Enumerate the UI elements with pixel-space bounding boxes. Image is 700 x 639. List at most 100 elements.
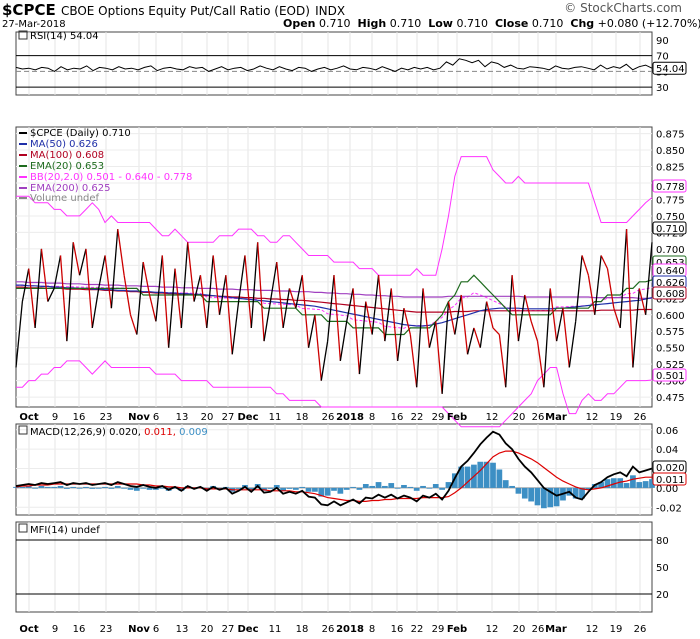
- x-axis-label-bottom: 12: [486, 624, 499, 635]
- macd-histogram-bar: [604, 479, 611, 488]
- signal-value-tag: 0.011: [656, 475, 685, 486]
- price-segment: [594, 255, 602, 315]
- price-tick-label: 0.700: [656, 245, 685, 256]
- macd-histogram-bar: [528, 487, 535, 502]
- price-legend-ma100: MA(100) 0.608: [30, 150, 104, 161]
- macd-histogram-bar: [547, 487, 554, 508]
- price-legend-price: $CPCE (Daily) 0.710: [30, 128, 131, 139]
- macd-histogram-bar: [172, 487, 178, 489]
- price-segment: [365, 301, 373, 335]
- price-segment: [314, 314, 322, 381]
- x-axis-label-bottom: 9: [52, 624, 58, 635]
- x-axis-label: 2018: [336, 412, 364, 423]
- price-segment: [568, 321, 577, 368]
- price-segment: [193, 275, 202, 302]
- open-value: 0.710: [319, 17, 351, 30]
- macd-histogram-bar: [630, 475, 636, 488]
- price-segment: [250, 242, 259, 328]
- macd-histogram-bar: [464, 466, 471, 488]
- macd-histogram-bar: [541, 487, 547, 509]
- price-segment: [447, 301, 456, 335]
- x-axis-label: Nov: [128, 412, 150, 423]
- macd-histogram-bar: [636, 482, 643, 488]
- price-segment: [180, 242, 189, 328]
- security-name: CBOE Options Equity Put/Call Ratio (EOD): [60, 4, 310, 18]
- macd-histogram-bar: [598, 482, 604, 488]
- macd-histogram-bar: [153, 487, 159, 490]
- price-segment: [110, 229, 119, 309]
- price-segment: [435, 321, 443, 394]
- price-tag-ma100-box: [652, 286, 687, 300]
- price-segment: [34, 248, 43, 328]
- price-tick-label: 0.850: [656, 146, 685, 157]
- macd-histogram-bar: [64, 487, 70, 489]
- price-tick-label: 0.600: [656, 311, 685, 322]
- price-segment: [632, 288, 640, 368]
- price-tag-ma50: 0.626: [656, 278, 685, 289]
- macd-histogram-bar: [572, 487, 579, 499]
- chg-value: +0.080 (+12.70%): [597, 17, 700, 30]
- ma50-line: [16, 284, 653, 327]
- price-segment: [85, 248, 93, 328]
- price-segment: [21, 268, 30, 302]
- macd-histogram-bar: [305, 487, 312, 492]
- brand-logo: © StockCharts.com: [564, 1, 682, 15]
- rsi-value-tag-box: [652, 61, 687, 75]
- x-axis-label: 6: [153, 412, 159, 423]
- macd-histogram-bar: [610, 478, 617, 488]
- x-axis-label: 12: [586, 412, 599, 423]
- macd-histogram-bar: [127, 487, 134, 490]
- x-axis-label-bottom: 16: [391, 624, 404, 635]
- macd-legend-key: [18, 425, 28, 435]
- histogram-legend-value: 0.009: [179, 427, 208, 438]
- macd-histogram-bar: [273, 484, 280, 488]
- price-segment: [288, 288, 297, 309]
- x-axis-label-bottom: Nov: [128, 624, 150, 635]
- x-axis-label: 16: [73, 412, 86, 423]
- x-axis-label: 26: [532, 412, 545, 423]
- price-segment: [66, 242, 74, 342]
- x-axis-label-bottom: 11: [269, 624, 282, 635]
- macd-histogram-bar: [318, 487, 325, 497]
- price-segment: [187, 242, 195, 302]
- price-segment: [625, 229, 634, 368]
- x-axis-label-bottom: 2018: [336, 624, 364, 635]
- x-axis-label: 12: [486, 412, 499, 423]
- macd-histogram-bar: [445, 482, 452, 488]
- macd-histogram-bar: [133, 487, 140, 491]
- macd-histogram-bar: [407, 486, 414, 488]
- close-label: Close: [494, 17, 529, 30]
- x-axis-label-bottom: 16: [73, 624, 86, 635]
- x-axis-label-bottom: 27: [222, 624, 235, 635]
- price-tick-label: 0.475: [656, 393, 685, 404]
- price-segment: [492, 327, 500, 335]
- macd-histogram-bar: [413, 487, 420, 491]
- rsi-value-tag: 54.04: [656, 64, 685, 75]
- exchange: INDX: [315, 4, 346, 18]
- macd-histogram-bar: [350, 486, 356, 488]
- price-segment: [511, 275, 520, 342]
- price-segment: [129, 314, 138, 335]
- macd-histogram-bar: [534, 487, 541, 506]
- price-tick-label: 0.575: [656, 327, 685, 338]
- price-segment: [174, 268, 183, 329]
- macd-histogram-bar: [439, 487, 445, 490]
- rsi-legend-key: [18, 30, 28, 40]
- price-segment: [377, 275, 386, 342]
- x-axis-label: 20: [201, 412, 214, 423]
- price-segment: [72, 242, 81, 276]
- price-segment: [352, 288, 361, 375]
- macd-histogram-bar: [235, 487, 242, 489]
- macd-histogram-bar: [51, 486, 58, 488]
- price-segment: [91, 288, 100, 329]
- bb-lower-line: [16, 360, 653, 428]
- chart-date: 27-Mar-2018: [2, 19, 66, 30]
- price-segment: [600, 255, 609, 269]
- price-segment: [505, 275, 513, 388]
- macd-histogram-bar: [458, 466, 465, 488]
- macd-histogram-bar: [394, 487, 401, 489]
- macd-histogram-bar: [490, 462, 496, 488]
- price-segment: [98, 255, 106, 289]
- price-segment: [40, 248, 49, 302]
- x-axis-label: 22: [411, 412, 424, 423]
